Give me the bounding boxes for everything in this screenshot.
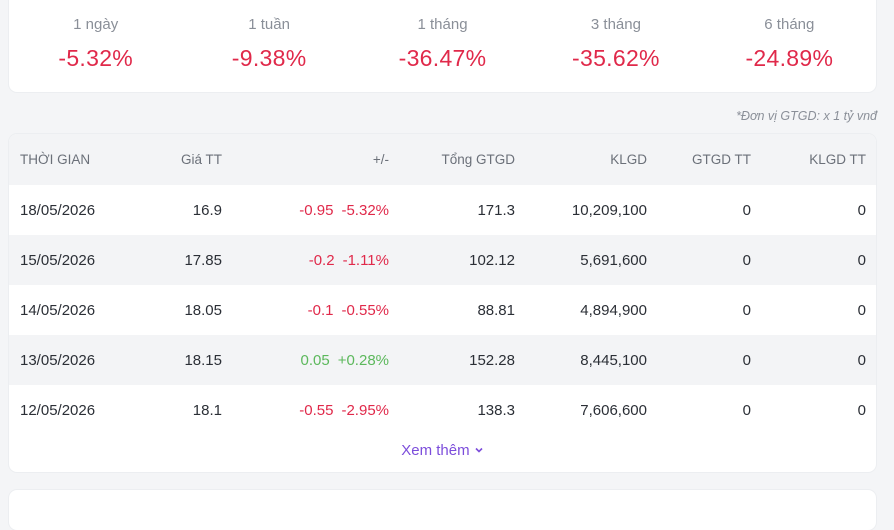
value-cell: 0 — [857, 401, 866, 419]
value-cell: 18.1 — [192, 401, 222, 419]
period-label: 1 tháng — [417, 16, 468, 33]
value-cell: 17.85 — [139, 235, 232, 285]
column-header: KLGD — [525, 134, 657, 185]
column-header: Tổng GTGD — [399, 134, 525, 185]
table-row: 13/05/2026 18.15 0.05 +0.28% 152.28 8,445,100… — [9, 335, 876, 385]
period: 1 ngày -5.32% — [9, 0, 182, 92]
value-cell: 0 — [857, 301, 866, 319]
change-cell: -0.55 -2.95% — [232, 385, 399, 435]
change-cell: -0.95 -5.32% — [232, 185, 399, 235]
value-cell: 18.05 — [184, 301, 222, 319]
trade-table: THỜI GIAN Giá TT +/- Tổng GTGD KLGD GTGD TT KL… — [9, 134, 876, 435]
change-value: -0.1 — [307, 301, 334, 319]
change-cell: -0.2 -1.11% — [232, 235, 399, 285]
table-card: THỜI GIAN Giá TT +/- Tổng GTGD KLGD GTGD TT KL… — [9, 134, 876, 472]
period: 1 tuần -9.38% — [182, 0, 355, 92]
see-more[interactable]: Xem thêm — [9, 442, 876, 459]
period: 6 tháng -24.89% — [703, 0, 876, 92]
change-percent: +0.28% — [337, 351, 389, 369]
change-cell: -0.1 -0.55% — [232, 285, 399, 335]
table-row: 14/05/2026 18.05 -0.1 -0.55% 88.81 4,894,900 0… — [9, 285, 876, 335]
value-cell: 0 — [742, 401, 751, 419]
table-row: 18/05/2026 16.9 -0.95 -5.32% 171.3 10,209,100… — [9, 185, 876, 235]
value-cell: 10,209,100 — [571, 201, 647, 219]
value-cell: 4,894,900 — [580, 301, 647, 319]
value-cell: 0 — [742, 201, 751, 219]
value-cell: 0 — [761, 335, 876, 385]
change-percent: -5.32% — [341, 201, 389, 219]
value-cell: 0 — [657, 335, 761, 385]
period-change: -9.38% — [231, 45, 307, 71]
table-row: 12/05/2026 18.1 -0.55 -2.95% 138.3 7,606,600 0… — [9, 385, 876, 435]
change-percent: -0.55% — [341, 301, 389, 319]
value-cell: 8,445,100 — [525, 335, 657, 385]
column-header: Giá TT — [139, 134, 232, 185]
table-body: 18/05/2026 16.9 -0.95 -5.32% 171.3 10,209,100… — [9, 185, 876, 435]
date-cell: 13/05/2026 — [9, 335, 139, 385]
change-value: -0.2 — [308, 251, 335, 269]
value-cell: 0 — [742, 301, 751, 319]
change-value: -0.55 — [299, 401, 334, 419]
date-cell: 14/05/2026 — [20, 301, 96, 319]
value-cell: 0 — [857, 201, 866, 219]
value-cell: 18.15 — [139, 335, 232, 385]
value-cell: 0 — [761, 235, 876, 285]
page: Lịch sử giao dịch html, body { margin: 0… — [9, 0, 877, 530]
body: {"summary": [ {"label": "1 ngày", "value… — [9, 0, 877, 530]
period-label: 3 tháng — [590, 16, 641, 33]
value-cell: 16.9 — [192, 201, 222, 219]
column-header: KLGD TT — [761, 134, 876, 185]
column-header: +/- — [232, 134, 399, 185]
period: 3 tháng -35.62% — [529, 0, 702, 92]
period-label: 1 tuần — [248, 16, 290, 33]
chevron-icon[interactable] — [474, 445, 484, 455]
period-change: -5.32% — [58, 45, 134, 71]
value-cell: 138.3 — [477, 401, 515, 419]
period: 1 tháng -36.47% — [356, 0, 529, 92]
value-cell: 5,691,600 — [525, 235, 657, 285]
value-cell: 0 — [657, 235, 761, 285]
date-cell: 15/05/2026 — [9, 235, 139, 285]
see-more-label[interactable]: Xem thêm — [401, 442, 470, 459]
period-change: -35.62% — [572, 45, 660, 71]
date-cell: 18/05/2026 — [20, 201, 96, 219]
period-label: 1 ngày — [73, 16, 119, 33]
table-head: THỜI GIAN Giá TT +/- Tổng GTGD KLGD GTGD TT KL… — [9, 134, 876, 185]
summary-card: 1 ngày -5.32% 1 tuần -9.38% 1 tháng -36.47% 3 … — [9, 0, 876, 92]
header-row: THỜI GIAN Giá TT +/- Tổng GTGD KLGD GTGD TT KL… — [9, 134, 876, 185]
value-cell: 152.28 — [399, 335, 525, 385]
period-label: 6 tháng — [764, 16, 815, 33]
value-cell: 102.12 — [399, 235, 525, 285]
column-header: THỜI GIAN — [9, 134, 139, 185]
value-cell: 7,606,600 — [580, 401, 647, 419]
period-change: -24.89% — [745, 45, 834, 71]
change-value: 0.05 — [300, 351, 330, 369]
change-cell: 0.05 +0.28% — [232, 335, 399, 385]
unit-note: *Đơn vị GTGD: x 1 tỷ vnđ — [736, 109, 877, 123]
change-percent: -2.95% — [341, 401, 389, 419]
next-card — [9, 490, 876, 530]
date-cell: 12/05/2026 — [20, 401, 96, 419]
period-change: -36.47% — [398, 45, 487, 71]
value-cell: 88.81 — [477, 301, 515, 319]
change-percent: -1.11% — [342, 251, 389, 269]
value-cell: 171.3 — [477, 201, 515, 219]
table-row: 15/05/2026 17.85 -0.2 -1.11% 102.12 5,691,600… — [9, 235, 876, 285]
column-header: GTGD TT — [657, 134, 761, 185]
change-value: -0.95 — [299, 201, 334, 219]
